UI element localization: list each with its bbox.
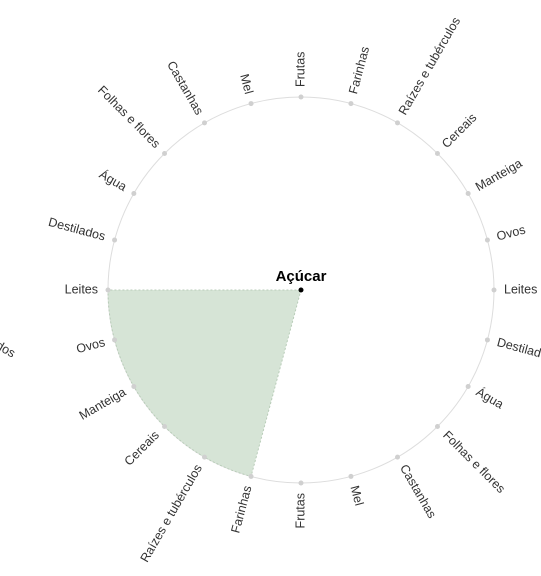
node-dot [395,454,400,460]
node-dot [131,384,137,389]
node-label: Destilados [47,215,107,244]
node-dot [491,287,497,293]
node-label: Ovos [75,335,107,356]
center-dot [298,287,304,293]
node-label: Farinhas [228,484,254,535]
node-label: Leites [65,282,98,296]
node-dot [105,287,111,293]
node-label: Castanhas [164,59,206,118]
node-dot [202,120,207,126]
node-dot [434,151,440,157]
highlight-wedge [107,289,302,478]
node-dot [484,237,490,243]
node-label: Cereais [122,428,162,468]
node-label: Folhas e flores [440,428,508,496]
node-label: Água [97,166,130,194]
node-dot [348,473,354,479]
node-label: Leites [504,282,537,296]
node-label: Manteiga [77,385,129,423]
node-dot [484,337,490,343]
node-dot [131,191,137,196]
node-label: Frutas [293,493,307,528]
node-dot [248,473,254,479]
node-label: Mel [347,484,366,507]
node-dot [465,191,471,196]
node-label: Manteiga [473,156,525,194]
node-dot [248,101,254,107]
node-label: Castanhas [397,462,439,521]
node-dot [465,384,471,389]
node-label: Mel [237,72,256,95]
node-label: Farinhas [346,45,372,96]
node-label: Cereais [439,111,479,151]
node-label: Ovos [495,222,527,243]
node-dot [112,337,118,343]
node-label: Destilados [495,335,541,364]
node-label: Folhas e flores [95,83,163,151]
node-dot [348,101,354,107]
node-label: Água [474,384,507,412]
node-dot [162,151,168,157]
node-dot [298,480,304,486]
center-label: Açúcar [276,268,327,285]
node-dot [202,454,207,460]
node-dot [395,120,400,126]
node-dot [162,423,168,429]
node-label: Raízes e tubérculos [138,462,205,565]
node-label: Frutas [293,52,307,87]
node-label: Raízes e tubérculos [396,15,463,118]
neighbor-label: Destilados [0,319,18,360]
node-dot [298,94,304,100]
node-dot [112,237,118,243]
node-dot [434,423,440,429]
